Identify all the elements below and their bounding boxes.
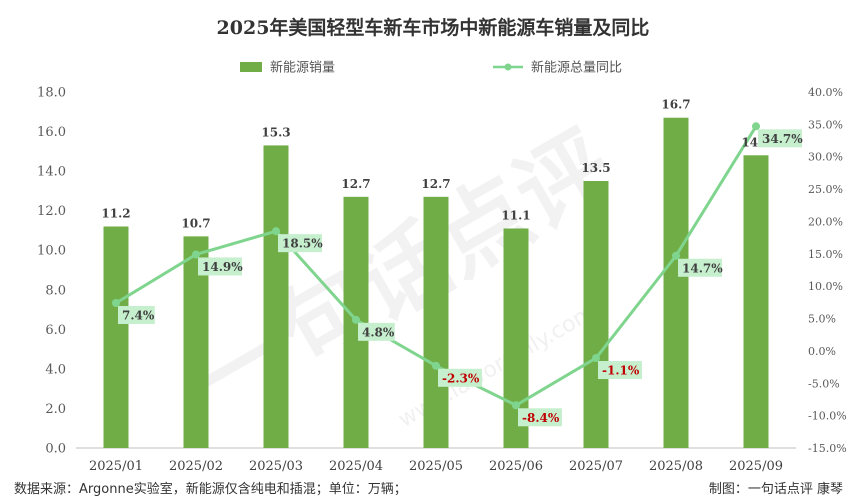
bar (583, 181, 609, 448)
legend-marker-line (504, 63, 512, 71)
chart-title: 2025年美国轻型车新车市场中新能源车销量及同比 (217, 16, 650, 39)
y-left-tick-label: 18.0 (37, 86, 66, 101)
bar-value-label: 11.2 (101, 206, 130, 220)
line-value-label: -2.3% (442, 371, 480, 385)
y-right-tick-label: -10.0% (808, 410, 847, 423)
bar-value-label: 10.7 (181, 216, 210, 230)
y-left-tick-label: 12.0 (37, 204, 66, 219)
bar (743, 155, 769, 449)
line-point (752, 122, 760, 131)
legend-swatch-bar (240, 62, 262, 72)
line-label-bg (678, 258, 722, 277)
y-left-tick-label: 0.0 (45, 442, 66, 457)
x-tick-label: 2025/09 (729, 459, 783, 474)
line-value-label: 7.4% (122, 309, 155, 323)
y-left-tick-label: 2.0 (45, 402, 66, 417)
y-left-tick-label: 6.0 (45, 323, 66, 338)
line-value-label: 34.7% (762, 132, 803, 146)
y-right-tick-label: 15.0% (808, 248, 843, 261)
y-left-tick-label: 14.0 (37, 165, 66, 180)
x-tick-label: 2025/04 (329, 459, 383, 474)
line-label-bg (118, 306, 155, 325)
line-point (112, 299, 120, 308)
y-left-tick-label: 4.0 (45, 362, 66, 377)
line-point (272, 227, 280, 236)
legend-label-line: 新能源总量同比 (531, 60, 622, 76)
bar-series (103, 117, 769, 449)
y-right-tick-label: 30.0% (808, 151, 843, 164)
axes: 0.0 2.0 4.0 6.0 8.0 10.0 12.0 14.0 16.0 18.0 -15.0… (37, 86, 847, 475)
line-point (512, 401, 520, 410)
x-tick-label: 2025/06 (489, 459, 543, 474)
line-value-label: 14.7% (682, 261, 723, 275)
bar-value-label: 12.7 (421, 177, 450, 191)
x-tick-label: 2025/08 (649, 459, 703, 474)
line-series (112, 122, 760, 410)
line-label-bg (358, 322, 395, 341)
line-label-bg (518, 408, 562, 427)
bar-value-label: 12.7 (341, 177, 370, 191)
bar-value-label: 11.1 (501, 208, 530, 222)
y-right-tick-label: 40.0% (808, 86, 843, 99)
y-right-tick-label: -5.0% (808, 377, 840, 390)
bar (423, 196, 449, 448)
line-point (592, 354, 600, 363)
line-point (352, 315, 360, 324)
y-right-tick-label: 25.0% (808, 183, 843, 196)
y-left-tick-label: 8.0 (45, 283, 66, 298)
x-tick-label: 2025/03 (249, 459, 303, 474)
y-right-tick-label: 20.0% (808, 215, 843, 228)
line-label-bg (438, 368, 482, 387)
line-value-label: 4.8% (362, 325, 395, 339)
y-left-tick-label: 16.0 (37, 125, 66, 140)
line-value-label: -1.1% (602, 364, 640, 378)
line-point (672, 251, 680, 260)
y-right-tick-label: 35.0% (808, 118, 843, 131)
y-right-tick-label: -15.0% (808, 442, 847, 455)
line-value-label: -8.4% (522, 411, 560, 425)
y-left-tick-label: 10.0 (37, 244, 66, 259)
line-value-label: 18.5% (282, 237, 323, 251)
line-value-label: 14.9% (202, 260, 243, 274)
bar-value-label: 16.7 (661, 98, 690, 112)
bar (103, 226, 129, 448)
line-label-bg (198, 257, 242, 276)
bar (663, 117, 689, 448)
data-labels: 11.210.715.312.7 12.711.113.516.714.87.4%… (101, 98, 803, 427)
x-tick-label: 2025/01 (89, 459, 143, 474)
line-label-bg (758, 129, 802, 148)
line-label-bg (598, 361, 642, 380)
y-right-tick-label: 5.0% (808, 313, 836, 326)
line-point (192, 250, 200, 259)
bar-value-label: 13.5 (581, 161, 610, 175)
bar (263, 145, 289, 448)
watermark-text: 一句话点评 (178, 111, 630, 434)
line-label-bg (278, 234, 322, 253)
legend-label-bar: 新能源销量 (270, 60, 335, 76)
x-tick-label: 2025/02 (169, 459, 223, 474)
legend: 新能源销量 新能源总量同比 (240, 60, 622, 76)
x-tick-label: 2025/07 (569, 459, 623, 474)
y-right-tick-label: 0.0% (808, 345, 836, 358)
line-point (432, 361, 440, 370)
footer-credit: 制图：一句话点评 康琴 (708, 482, 843, 497)
x-tick-label: 2025/05 (409, 459, 463, 474)
footer-source: 数据来源：Argonne实验室，新能源仅含纯电和插混；单位：万辆； (14, 482, 407, 497)
y-right-tick-label: 10.0% (808, 280, 843, 293)
bar-value-label: 15.3 (261, 125, 290, 139)
